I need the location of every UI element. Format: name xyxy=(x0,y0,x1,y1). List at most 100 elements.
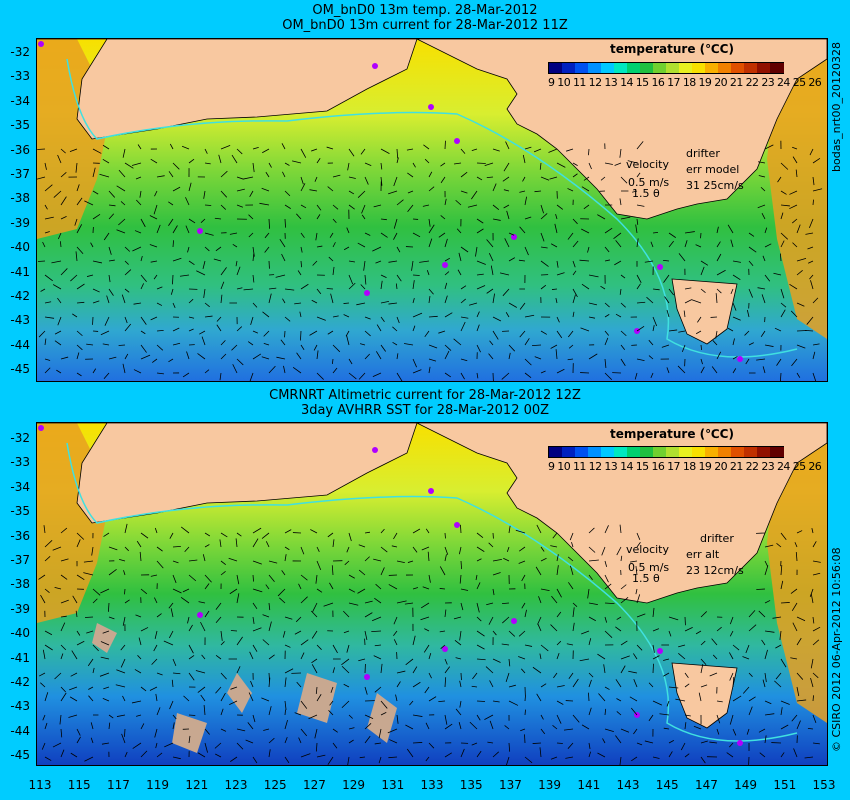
current-arrow xyxy=(396,681,401,688)
current-arrow xyxy=(554,223,558,234)
current-arrow xyxy=(195,670,206,674)
scale-swatch xyxy=(653,63,667,73)
current-arrow xyxy=(780,532,787,540)
current-arrow xyxy=(588,274,599,278)
current-arrow xyxy=(309,189,318,192)
current-arrow xyxy=(328,710,334,716)
current-arrow xyxy=(75,251,78,262)
current-arrow xyxy=(619,198,622,206)
current-arrow xyxy=(620,728,630,733)
current-arrow xyxy=(459,700,462,708)
current-arrow xyxy=(76,344,83,351)
current-arrow xyxy=(60,148,66,154)
current-arrow xyxy=(360,284,366,290)
bottom-side-label: © CSIRO 2012 06-Apr-2012 10:56:08 xyxy=(830,547,843,752)
current-arrow xyxy=(44,367,51,374)
current-arrow xyxy=(204,742,208,753)
current-arrow xyxy=(284,668,294,674)
current-arrow xyxy=(348,532,352,542)
current-arrow xyxy=(807,727,814,730)
current-arrow xyxy=(122,695,126,702)
current-arrow xyxy=(163,640,174,646)
current-arrow xyxy=(698,692,702,702)
current-arrow xyxy=(99,173,110,178)
current-arrow xyxy=(171,679,174,688)
current-arrow xyxy=(115,684,126,688)
current-arrow xyxy=(472,672,478,680)
current-arrow xyxy=(40,682,46,688)
current-arrow xyxy=(316,204,322,211)
current-arrow xyxy=(172,162,180,170)
top-err-value: 31 25cm/s xyxy=(686,179,744,192)
current-arrow xyxy=(236,176,244,180)
current-arrow xyxy=(358,544,366,548)
current-arrow xyxy=(116,669,126,674)
current-arrow xyxy=(492,700,500,703)
y-tick-label: -39 xyxy=(10,601,30,616)
current-arrow xyxy=(492,148,500,152)
current-arrow xyxy=(243,176,254,180)
current-arrow xyxy=(380,162,383,170)
current-arrow xyxy=(364,316,371,320)
current-arrow xyxy=(732,644,740,651)
current-arrow xyxy=(789,283,798,290)
current-arrow xyxy=(534,190,542,193)
current-arrow xyxy=(695,244,702,248)
current-arrow xyxy=(597,214,606,220)
current-arrow xyxy=(460,321,466,332)
current-arrow xyxy=(519,330,526,338)
current-arrow xyxy=(341,665,350,674)
current-arrow xyxy=(202,260,206,269)
current-arrow xyxy=(663,672,670,677)
y-tick-label: -42 xyxy=(10,289,30,303)
current-arrow xyxy=(248,214,254,220)
current-arrow xyxy=(116,185,126,192)
current-arrow xyxy=(508,658,511,667)
current-arrow xyxy=(348,602,359,606)
current-arrow xyxy=(380,712,387,716)
current-arrow xyxy=(204,369,210,374)
current-arrow xyxy=(140,588,148,595)
current-arrow xyxy=(569,532,574,541)
current-arrow xyxy=(69,148,78,153)
current-arrow xyxy=(732,302,737,311)
current-arrow xyxy=(489,680,494,688)
current-arrow xyxy=(60,728,63,738)
current-arrow xyxy=(486,602,494,606)
current-arrow xyxy=(588,672,594,678)
current-arrow xyxy=(280,339,286,346)
current-arrow xyxy=(440,162,446,167)
current-arrow xyxy=(732,677,735,688)
current-arrow xyxy=(459,574,462,584)
current-arrow xyxy=(716,728,720,735)
y-tick-label: -34 xyxy=(10,93,30,108)
current-arrow xyxy=(348,190,355,195)
current-arrow xyxy=(309,330,318,336)
current-arrow xyxy=(779,372,782,381)
y-tick-label: -45 xyxy=(10,362,30,377)
current-arrow xyxy=(131,162,142,166)
current-arrow xyxy=(780,232,789,240)
current-arrow xyxy=(44,358,51,361)
current-arrow xyxy=(460,246,469,253)
current-arrow xyxy=(730,288,734,295)
current-arrow xyxy=(361,214,366,220)
current-arrow xyxy=(359,756,366,759)
current-arrow xyxy=(356,302,366,306)
current-arrow xyxy=(252,644,258,652)
current-arrow xyxy=(373,204,382,208)
current-arrow xyxy=(348,714,353,719)
current-arrow xyxy=(572,714,580,723)
current-arrow xyxy=(588,638,592,646)
current-arrow xyxy=(748,706,753,716)
current-arrow xyxy=(636,141,644,150)
current-arrow xyxy=(809,148,814,156)
current-arrow xyxy=(460,588,469,591)
current-arrow xyxy=(76,736,81,744)
current-arrow xyxy=(684,672,689,678)
x-tick-label: 113 xyxy=(28,778,52,792)
current-arrow xyxy=(185,225,190,234)
current-arrow xyxy=(140,723,145,730)
y-tick-label: -39 xyxy=(10,215,30,230)
current-arrow xyxy=(588,574,593,580)
